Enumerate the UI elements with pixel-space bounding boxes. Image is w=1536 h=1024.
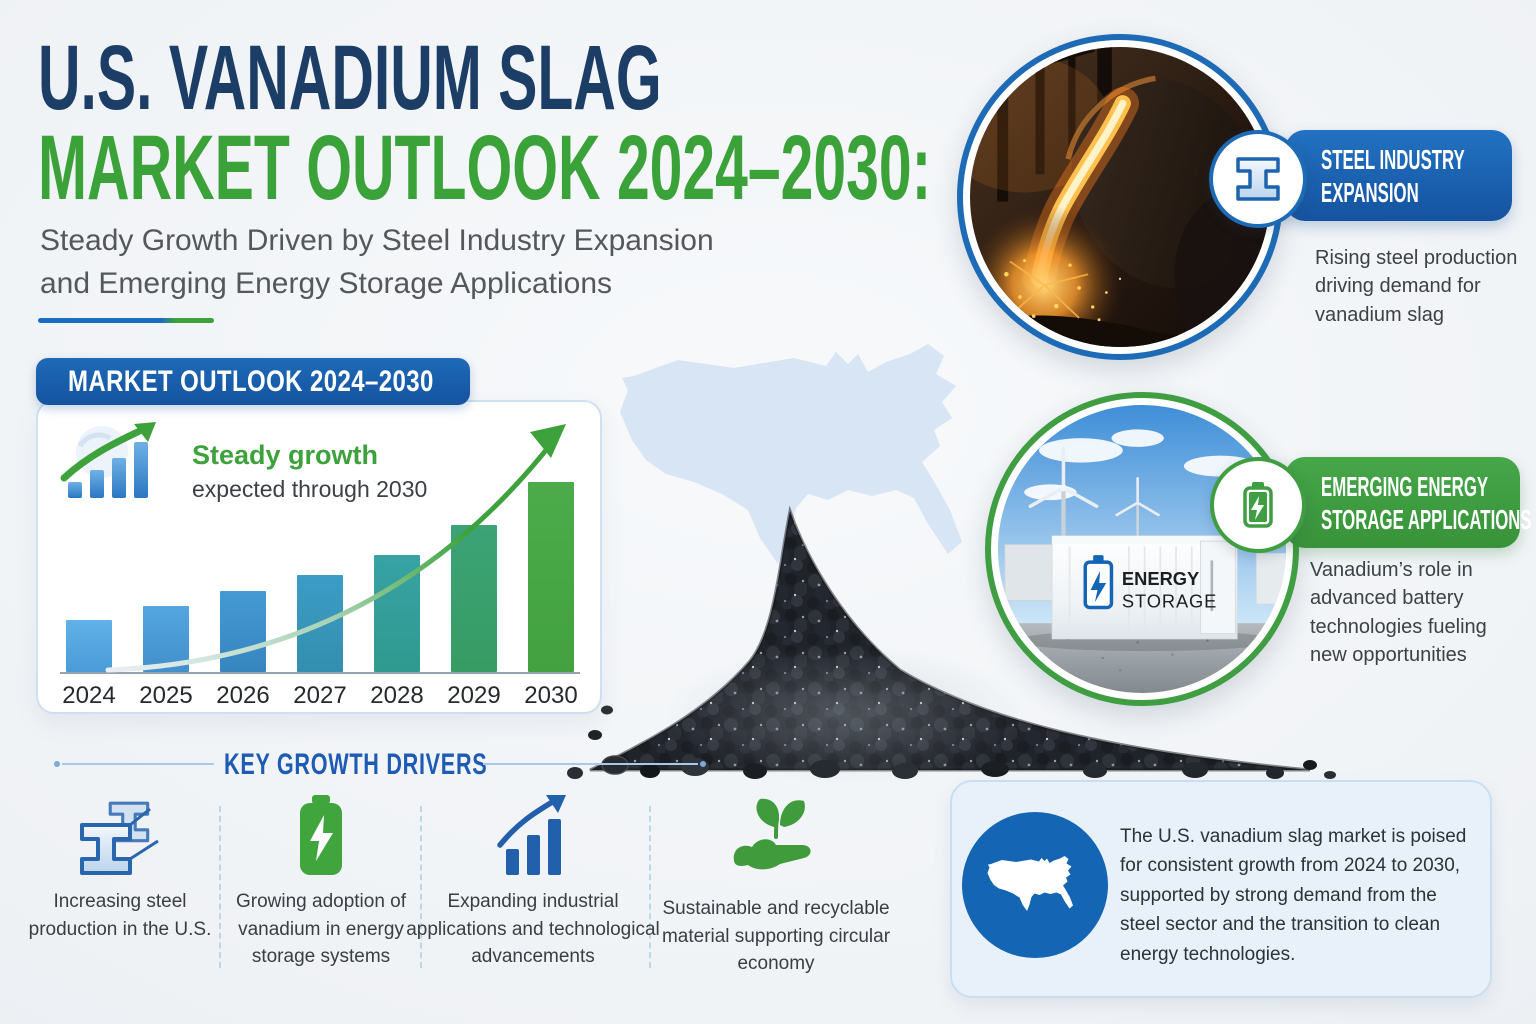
page-subtitle: Steady Growth Driven by Steel Industry E…: [40, 224, 714, 300]
energy-storage-badge: EMERGING ENERGY STORAGE APPLICATIONS: [1285, 457, 1532, 548]
bar-column: 2029: [447, 525, 501, 709]
summary-text: The U.S. vanadium slag market is poised …: [1120, 826, 1467, 965]
bar-2024: [66, 620, 112, 672]
bar-2026: [220, 591, 266, 672]
heading-right-line: [483, 763, 698, 765]
energy-description: Vanadium’s role in advanced battery tech…: [1310, 559, 1487, 667]
driver-separator: [219, 806, 221, 968]
bar-2027: [297, 575, 343, 672]
battery-icon: [1083, 555, 1114, 610]
heading-right-dot: [700, 761, 706, 767]
growth-chart-icon: [497, 795, 566, 875]
page-title-line2: MARKET OUTLOOK 2024–2030:: [38, 117, 932, 219]
bar-column: 2025: [139, 606, 193, 709]
bar-chart: 2024 2025 2026 2027 2028 2029 2030: [62, 482, 578, 709]
bar-label: 2026: [216, 682, 270, 709]
bar-label: 2025: [139, 682, 193, 709]
bar-column: 2024: [62, 620, 116, 709]
bar-column: 2027: [293, 575, 347, 709]
chart-panel-header: MARKET OUTLOOK 2024–2030: [36, 358, 470, 405]
wind-turbine-icon: [1028, 446, 1160, 567]
accent-underline: [38, 318, 214, 323]
bar-2025: [143, 606, 189, 672]
bar-label: 2029: [447, 682, 501, 709]
market-outlook-chart-panel: MARKET OUTLOOK 2024–2030 Steady growth e…: [36, 358, 602, 714]
driver-text: Expanding industrial applications and te…: [406, 891, 660, 968]
hand-plant-icon: [733, 798, 811, 870]
driver-text: Increasing steel production in the U.S.: [28, 891, 212, 940]
bar-2029: [451, 525, 497, 672]
svg-text:STORAGE: STORAGE: [1122, 590, 1217, 611]
battery-icon: [1210, 457, 1306, 553]
drivers-heading: KEY GROWTH DRIVERS: [224, 748, 488, 781]
energy-storage-photo: ENERGY STORAGE: [985, 392, 1299, 706]
heading-left-line: [62, 763, 214, 765]
bar-label: 2027: [293, 682, 347, 709]
driver-text: Growing adoption of vanadium in energy s…: [235, 891, 407, 968]
page-title-line1: U.S. VANADIUM SLAG: [38, 27, 662, 129]
vanadium-slag-pile: [567, 505, 1336, 785]
svg-text:ENERGY: ENERGY: [1122, 568, 1199, 589]
steel-description: Rising steel production driving demand f…: [1315, 247, 1518, 326]
steel-ibeam-icon: [1209, 130, 1307, 228]
battery-icon: [300, 795, 342, 875]
heading-left-dot: [54, 761, 60, 767]
bar-column: 2026: [216, 591, 270, 709]
x-axis-line: [60, 672, 580, 674]
bar-label: 2028: [370, 682, 424, 709]
driver-separator: [420, 806, 422, 968]
bar-2028: [374, 555, 420, 672]
steel-expansion-badge: STEEL INDUSTRY EXPANSION: [1285, 130, 1512, 221]
driver-separator: [649, 806, 651, 968]
us-map-icon: [962, 812, 1108, 958]
chart-highlight-label: Steady growth: [192, 440, 379, 470]
bar-label: 2024: [62, 682, 116, 709]
driver-text: Sustainable and recyclable material supp…: [661, 898, 891, 975]
bar-label: 2030: [524, 682, 578, 709]
steel-ibeam-icon: [80, 801, 159, 875]
bar-column: 2028: [370, 555, 424, 709]
